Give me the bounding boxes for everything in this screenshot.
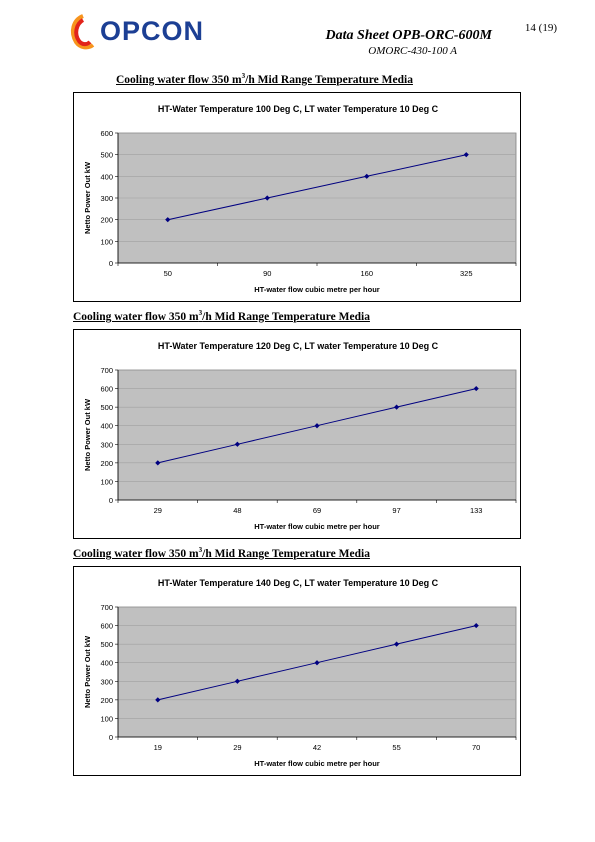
data-point [165, 217, 171, 223]
data-point [394, 404, 400, 410]
y-tick-label: 300 [100, 440, 113, 449]
data-point [314, 423, 320, 429]
x-axis-label: HT-water flow cubic metre per hour [254, 759, 380, 768]
x-axis-label: HT-water flow cubic metre per hour [254, 285, 380, 294]
data-point [314, 660, 320, 666]
series-line [167, 154, 467, 221]
y-tick-label: 400 [100, 659, 113, 668]
y-tick-label: 0 [109, 733, 113, 742]
y-axis-label: Netto Power Out kW [83, 398, 92, 471]
chart-panel-1: HT-Water Temperature 100 Deg C, LT water… [73, 92, 521, 302]
chart-panel-3: HT-Water Temperature 140 Deg C, LT water… [73, 566, 521, 776]
section-heading-text: /h Mid Range Temperature Media [202, 310, 370, 323]
section-heading-sup: 3 [198, 309, 203, 317]
y-tick-label: 400 [100, 422, 113, 431]
y-tick-label: 600 [100, 385, 113, 394]
chart-3: HT-Water Temperature 140 Deg C, LT water… [83, 578, 517, 768]
x-tick-label: 55 [392, 743, 400, 752]
x-tick-label: 69 [313, 506, 321, 515]
section-heading-text: Cooling water flow 350 m [73, 310, 199, 323]
x-tick-label: 90 [263, 269, 271, 278]
data-point [264, 195, 270, 201]
document-title: Data Sheet OPB-ORC-600M [325, 28, 492, 43]
section-heading-text: Cooling water flow 350 m [73, 547, 199, 560]
y-tick-label: 700 [100, 366, 113, 375]
y-tick-label: 300 [100, 194, 113, 203]
x-tick-label: 160 [360, 269, 373, 278]
y-tick-label: 500 [100, 640, 113, 649]
y-tick-label: 0 [109, 496, 113, 505]
y-tick-label: 200 [100, 459, 113, 468]
y-tick-label: 500 [100, 151, 113, 160]
chart-title: HT-Water Temperature 140 Deg C, LT water… [158, 578, 439, 588]
x-axis-label: HT-water flow cubic metre per hour [254, 522, 380, 531]
x-tick-label: 97 [392, 506, 400, 515]
y-tick-label: 300 [100, 677, 113, 686]
y-tick-label: 700 [100, 603, 113, 612]
x-tick-label: 42 [313, 743, 321, 752]
x-tick-label: 48 [233, 506, 241, 515]
logo-mark-icon [70, 14, 95, 50]
section-heading-text: /h Mid Range Temperature Media [245, 73, 413, 86]
section-heading-text: Cooling water flow 350 m [116, 73, 242, 86]
x-tick-label: 70 [472, 743, 480, 752]
plot-area [117, 606, 517, 738]
section-heading-2: Cooling water flow 350 m3/h Mid Range Te… [73, 309, 370, 323]
x-tick-label: 29 [233, 743, 241, 752]
data-point [463, 152, 469, 158]
x-tick-label: 325 [460, 269, 473, 278]
x-tick-label: 133 [470, 506, 483, 515]
document-subtitle: OMORC-430-100 A [368, 45, 457, 57]
x-tick-label: 29 [154, 506, 162, 515]
logo-text: OPCON [100, 16, 205, 46]
opcon-logo: OPCON [68, 12, 238, 52]
y-tick-label: 400 [100, 172, 113, 181]
y-tick-label: 0 [109, 259, 113, 268]
chart-panel-2: HT-Water Temperature 120 Deg C, LT water… [73, 329, 521, 539]
y-tick-label: 600 [100, 129, 113, 138]
chart-1: HT-Water Temperature 100 Deg C, LT water… [83, 104, 517, 294]
y-axis-label: Netto Power Out kW [83, 161, 92, 234]
x-tick-label: 19 [154, 743, 162, 752]
section-heading-sup: 3 [241, 72, 246, 80]
y-tick-label: 100 [100, 237, 113, 246]
chart-title: HT-Water Temperature 120 Deg C, LT water… [158, 341, 439, 351]
y-tick-label: 600 [100, 622, 113, 631]
plot-area [117, 369, 517, 501]
y-tick-label: 200 [100, 216, 113, 225]
y-tick-label: 500 [100, 403, 113, 412]
chart-2: HT-Water Temperature 120 Deg C, LT water… [83, 341, 517, 531]
y-tick-label: 100 [100, 477, 113, 486]
section-heading-text: /h Mid Range Temperature Media [202, 547, 370, 560]
data-point [364, 173, 370, 179]
x-tick-label: 50 [164, 269, 172, 278]
chart-title: HT-Water Temperature 100 Deg C, LT water… [158, 104, 439, 114]
y-axis-label: Netto Power Out kW [83, 635, 92, 708]
section-heading-sup: 3 [198, 546, 203, 554]
data-point [394, 641, 400, 647]
page-number: 14 (19) [524, 22, 557, 34]
section-heading-3: Cooling water flow 350 m3/h Mid Range Te… [73, 546, 370, 560]
y-tick-label: 200 [100, 696, 113, 705]
y-tick-label: 100 [100, 714, 113, 723]
section-heading-1: Cooling water flow 350 m3/h Mid Range Te… [116, 72, 413, 86]
data-point [234, 678, 240, 684]
